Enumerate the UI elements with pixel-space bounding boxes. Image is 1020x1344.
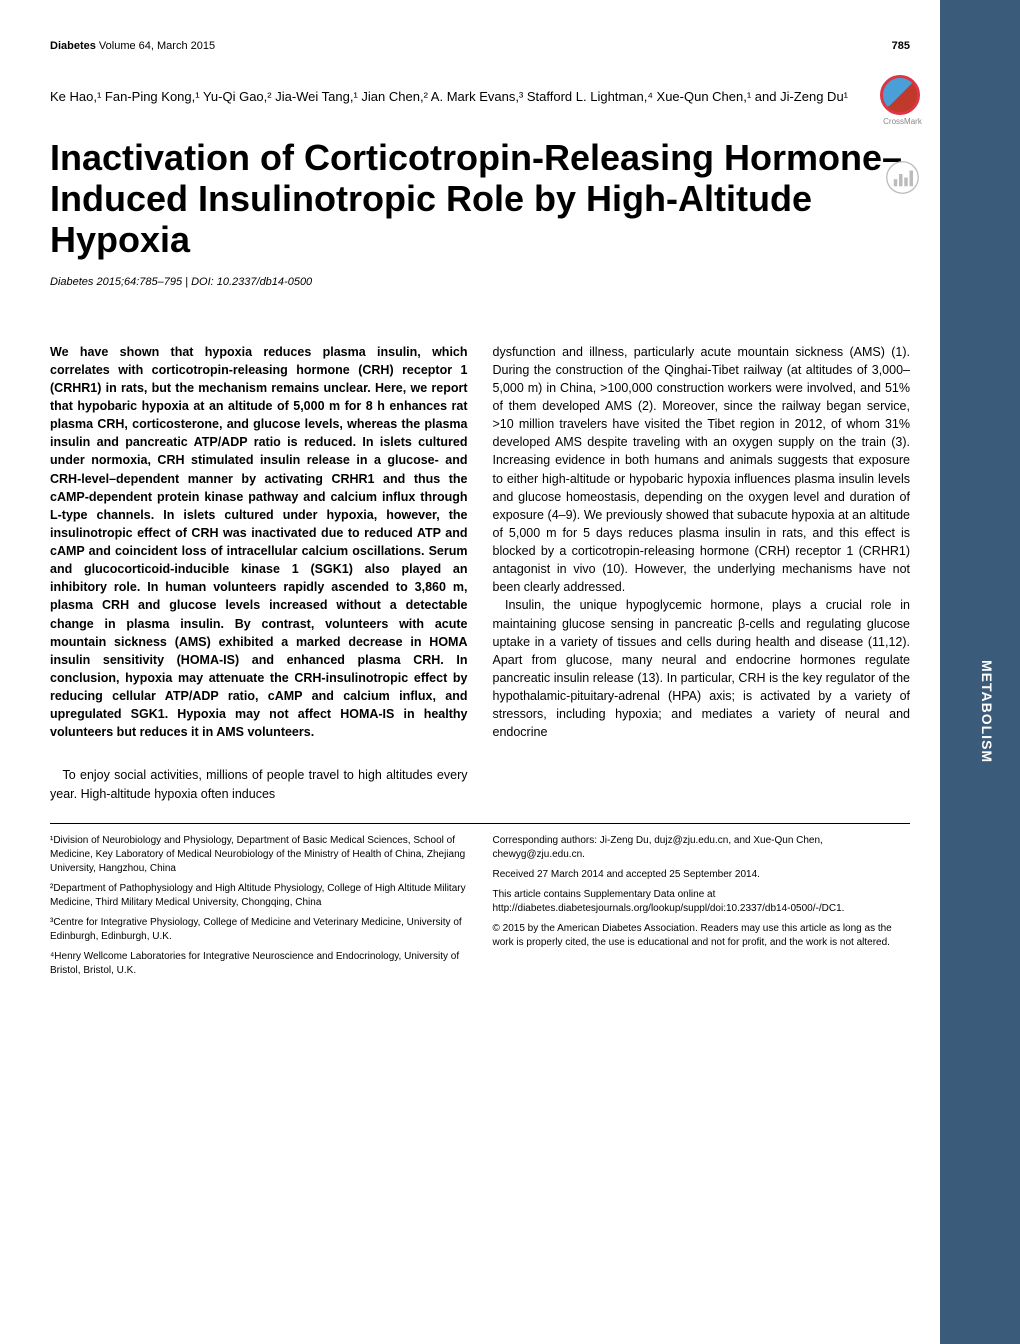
right-column: dysfunction and illness, particularly ac… (493, 343, 911, 803)
page-number: 785 (892, 40, 910, 52)
author-list: Ke Hao,¹ Fan-Ping Kong,¹ Yu-Qi Gao,² Jia… (50, 87, 910, 107)
abstract-text: We have shown that hypoxia reduces plasm… (50, 343, 468, 742)
journal-name: Diabetes (50, 40, 96, 52)
affiliation-1: ¹Division of Neurobiology and Physiology… (50, 834, 468, 876)
volume-issue: Volume 64, March 2015 (99, 40, 215, 52)
copyright-note: © 2015 by the American Diabetes Associat… (493, 922, 911, 950)
article-title: Inactivation of Corticotropin-Releasing … (50, 137, 910, 261)
corresponding-authors: Corresponding authors: Ji-Zeng Du, dujz@… (493, 834, 911, 862)
data-chart-icon[interactable] (885, 160, 920, 195)
running-header: Diabetes Volume 64, March 2015 785 (50, 40, 910, 52)
crossmark-badge[interactable]: CrossMark (880, 75, 925, 130)
crossmark-icon (880, 75, 920, 115)
page-content: Diabetes Volume 64, March 2015 785 Ke Ha… (0, 0, 1020, 1014)
intro-left: To enjoy social activities, millions of … (50, 766, 468, 802)
received-date: Received 27 March 2014 and accepted 25 S… (493, 868, 911, 882)
affiliation-3: ³Centre for Integrative Physiology, Coll… (50, 916, 468, 944)
footnote-left: ¹Division of Neurobiology and Physiology… (50, 834, 468, 984)
crossmark-label: CrossMark (880, 117, 925, 126)
footnote-right: Corresponding authors: Ji-Zeng Du, dujz@… (493, 834, 911, 984)
section-sidebar: METABOLISM (940, 0, 1020, 1344)
affiliation-4: ⁴Henry Wellcome Laboratories for Integra… (50, 950, 468, 978)
footnote-divider (50, 823, 910, 824)
citation-line: Diabetes 2015;64:785–795 | DOI: 10.2337/… (50, 276, 910, 288)
intro-right-p2: Insulin, the unique hypoglycemic hormone… (493, 596, 911, 741)
supplementary-note: This article contains Supplementary Data… (493, 888, 911, 916)
journal-info: Diabetes Volume 64, March 2015 (50, 40, 215, 52)
footnotes: ¹Division of Neurobiology and Physiology… (50, 834, 910, 984)
body-text: We have shown that hypoxia reduces plasm… (50, 343, 910, 803)
intro-right-p1: dysfunction and illness, particularly ac… (493, 343, 911, 597)
affiliation-2: ²Department of Pathophysiology and High … (50, 882, 468, 910)
left-column: We have shown that hypoxia reduces plasm… (50, 343, 468, 803)
section-label: METABOLISM (979, 660, 995, 763)
